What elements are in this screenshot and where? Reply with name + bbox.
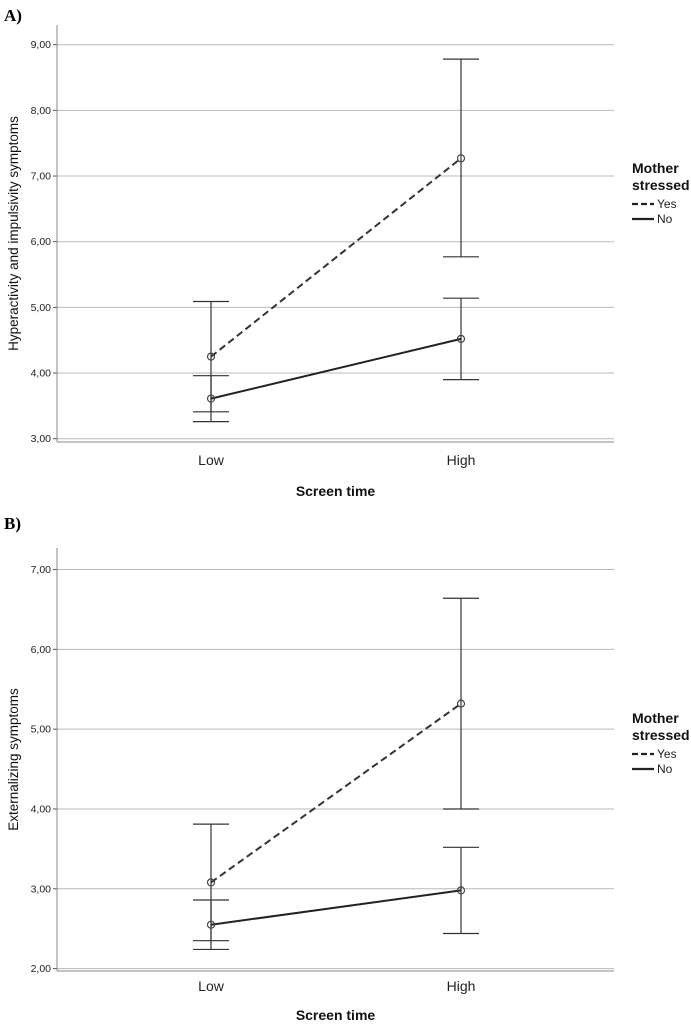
x-axis-title: Screen time bbox=[296, 483, 376, 499]
panel-label: A) bbox=[4, 6, 22, 25]
data-point-yes bbox=[206, 352, 216, 361]
y-tick-label: 7,00 bbox=[31, 171, 52, 183]
data-point-no bbox=[456, 334, 466, 343]
legend-title: stressed bbox=[632, 727, 690, 743]
y-tick-label: 7,00 bbox=[31, 564, 52, 576]
panel-label: B) bbox=[4, 514, 21, 533]
legend-label-yes: Yes bbox=[657, 197, 677, 211]
series-line-yes bbox=[210, 157, 462, 358]
y-tick-label: 6,00 bbox=[31, 236, 52, 248]
y-tick-label: 4,00 bbox=[31, 368, 52, 380]
data-point-no bbox=[206, 394, 216, 403]
legend-label-yes: Yes bbox=[657, 747, 677, 761]
y-tick-label: 8,00 bbox=[31, 105, 52, 117]
y-tick-label: 5,00 bbox=[31, 724, 52, 736]
data-point-yes bbox=[456, 154, 466, 163]
y-tick-label: 9,00 bbox=[31, 39, 52, 51]
series-no bbox=[193, 297, 479, 423]
y-tick-label: 3,00 bbox=[31, 883, 52, 895]
legend-label-no: No bbox=[657, 762, 673, 776]
chart-panel-a: A) 3,00 4,00 5,00 6,00 7,00 8,00 9,00 Low High Scr… bbox=[4, 6, 690, 499]
y-tick-label: 3,00 bbox=[31, 433, 52, 445]
y-tick-label: 2,00 bbox=[31, 963, 52, 975]
x-tick-label-high: High bbox=[447, 452, 476, 468]
chart-panel-b: B) 2,00 3,00 4,00 5,00 6,00 7,00 Low High Screen … bbox=[4, 514, 690, 1023]
legend-title: stressed bbox=[632, 177, 690, 193]
legend-title: Mother bbox=[632, 710, 679, 726]
y-tick-label: 6,00 bbox=[31, 644, 52, 656]
data-point-no bbox=[206, 920, 216, 929]
series-line-no bbox=[210, 889, 462, 926]
x-tick-label-low: Low bbox=[198, 978, 225, 994]
y-tick-label: 5,00 bbox=[31, 302, 52, 314]
series-yes bbox=[193, 58, 479, 413]
series-no bbox=[193, 846, 479, 951]
legend-title: Mother bbox=[632, 160, 679, 176]
x-tick-label-low: Low bbox=[198, 452, 225, 468]
legend-label-no: No bbox=[657, 212, 673, 226]
y-tick-label: 4,00 bbox=[31, 803, 52, 815]
y-axis-title: Hyperactivity and impulsivity symptoms bbox=[6, 116, 21, 351]
data-point-no bbox=[456, 886, 466, 895]
series-line-yes bbox=[210, 702, 462, 884]
data-point-yes bbox=[206, 878, 216, 887]
data-point-yes bbox=[456, 699, 466, 708]
x-axis-title: Screen time bbox=[296, 1007, 376, 1023]
x-tick-label-high: High bbox=[447, 978, 476, 994]
series-line-no bbox=[210, 337, 462, 400]
y-axis-title: Externalizing symptoms bbox=[6, 688, 21, 831]
